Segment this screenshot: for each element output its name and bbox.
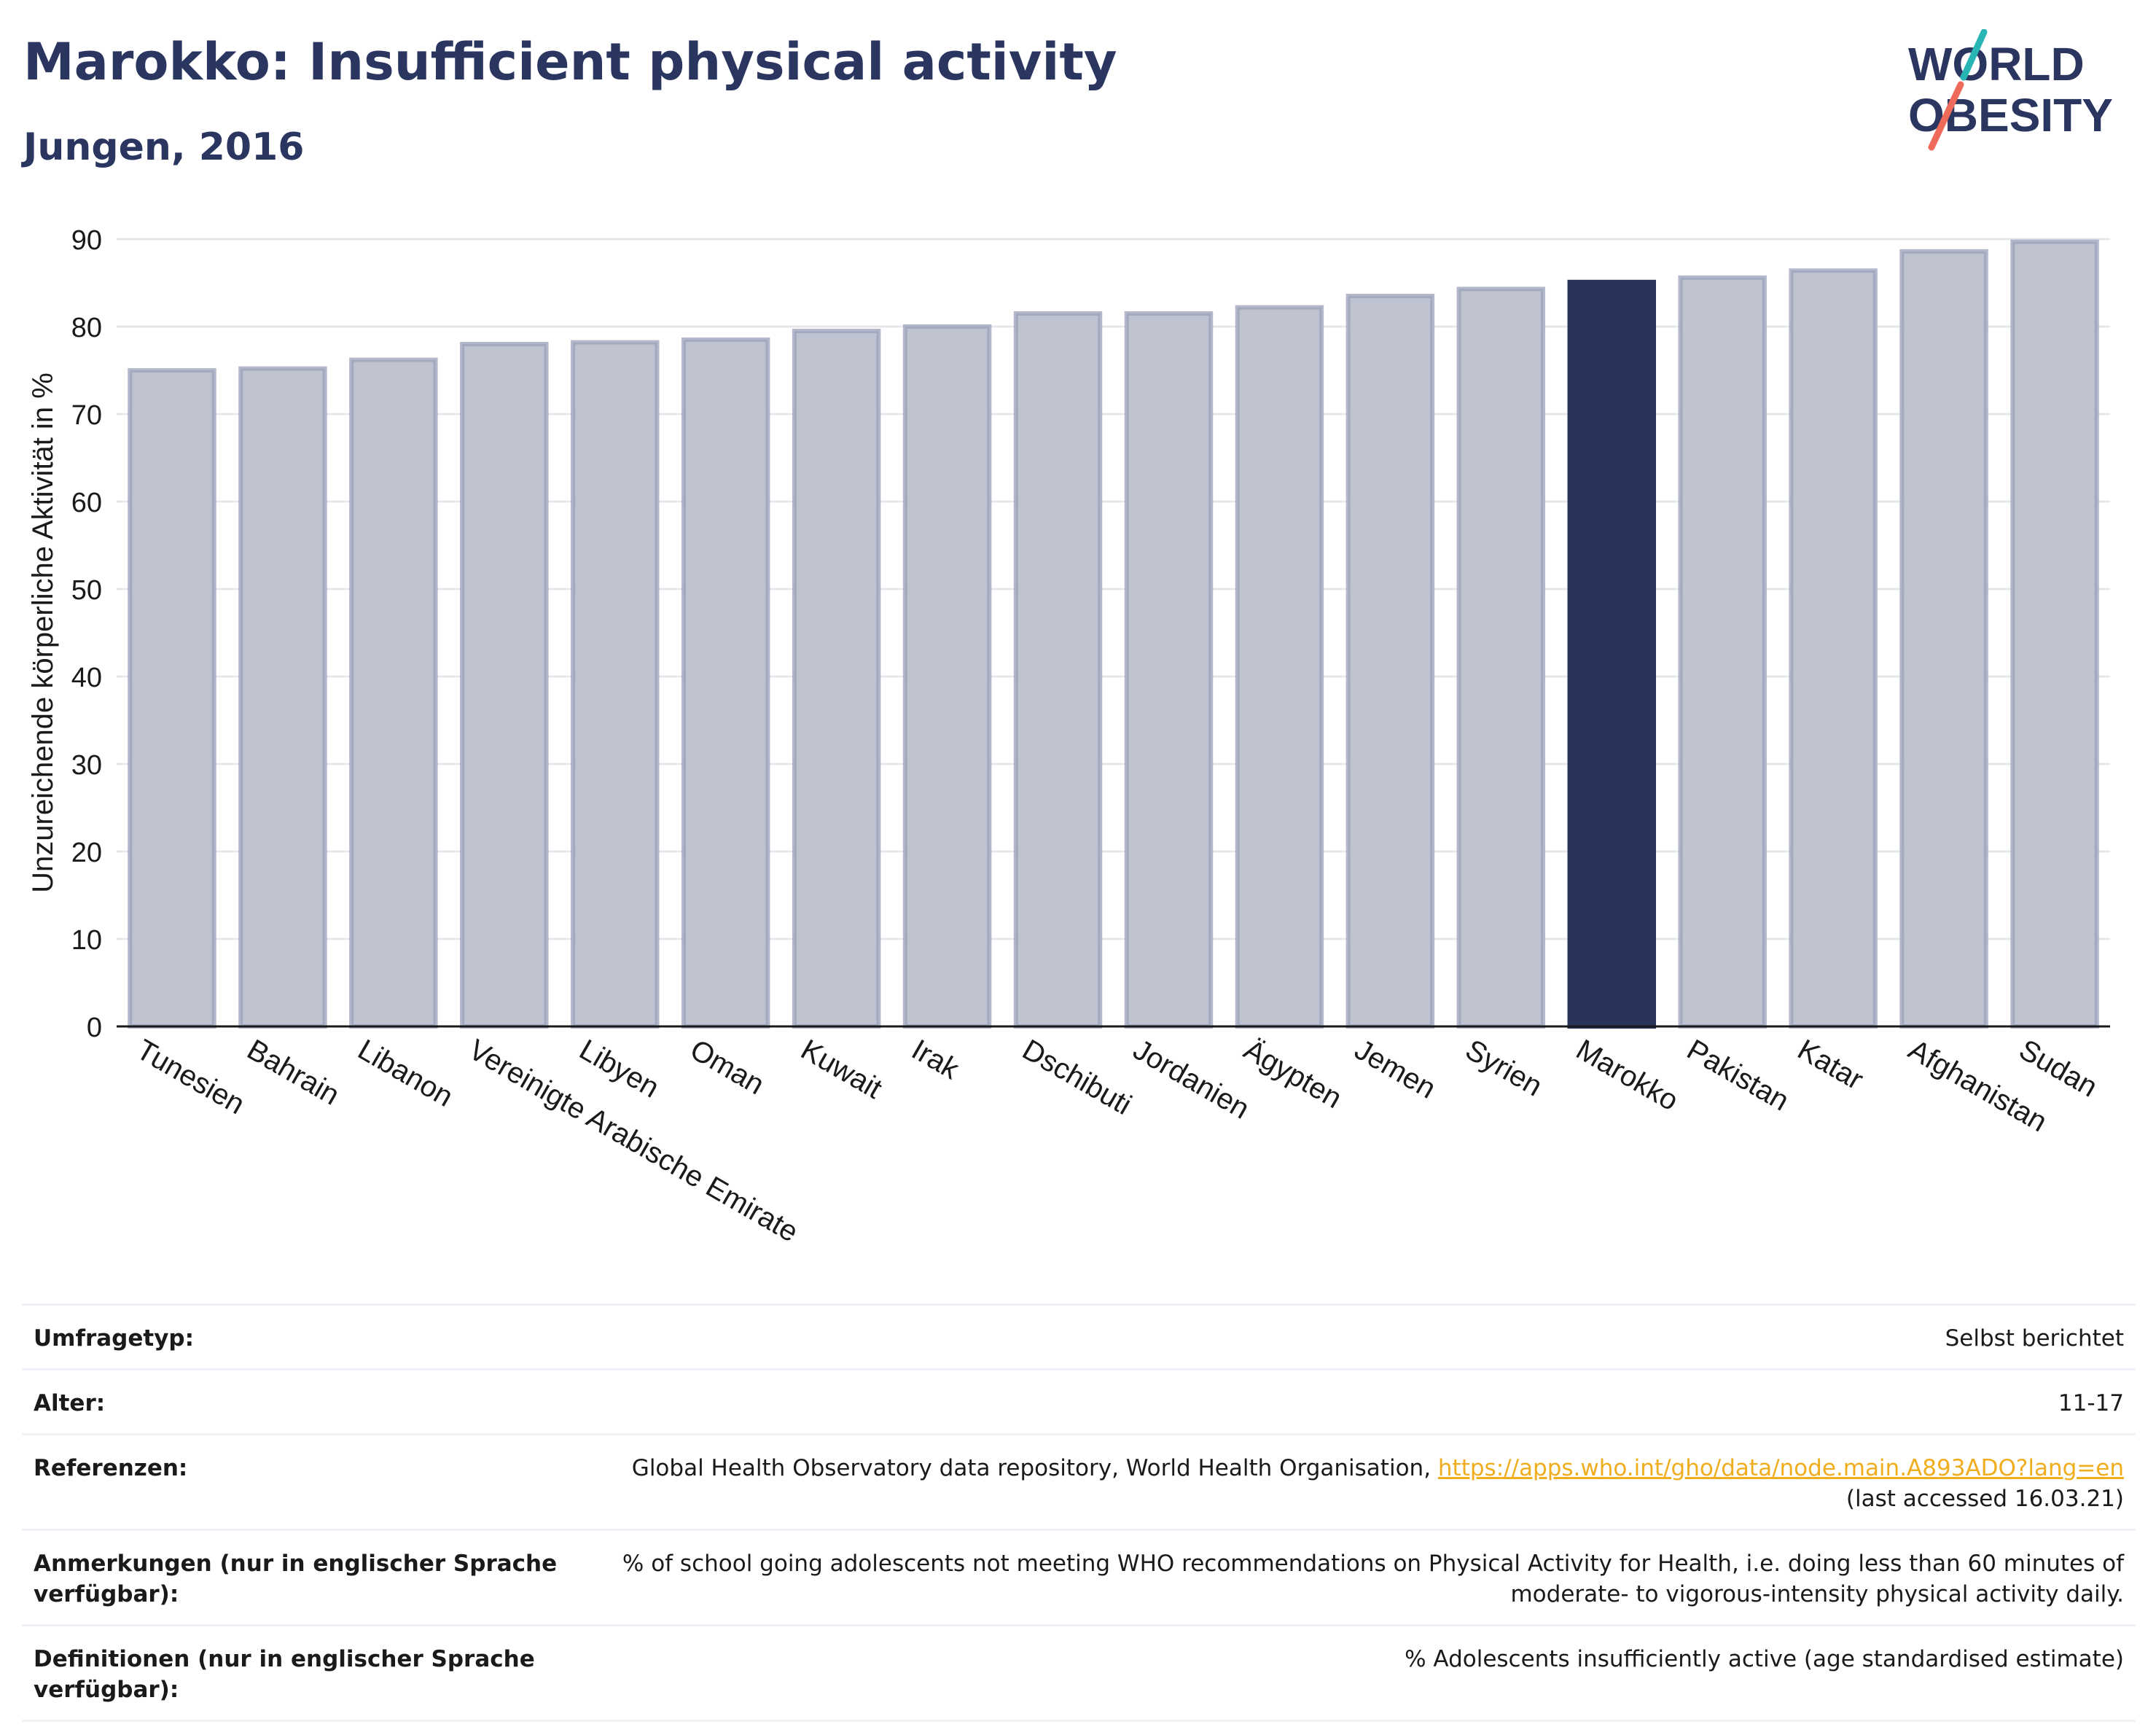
references-label: Referenzen:: [34, 1455, 188, 1481]
x-tick-label: Marokko: [1571, 1034, 1684, 1118]
x-tick-label: Ägypten: [1238, 1034, 1347, 1115]
x-tick-label: Katar: [1792, 1034, 1869, 1096]
page-subtitle: Jungen, 2016: [23, 125, 305, 169]
y-axis-label: Unzureichende körperliche Aktivität in %: [27, 373, 59, 893]
bar-jemen[interactable]: [1345, 294, 1435, 1029]
bar-ägypten[interactable]: [1235, 305, 1324, 1029]
references-link[interactable]: https://apps.who.int/gho/data/node.main.…: [1437, 1455, 2124, 1481]
age-value: 11-17: [2058, 1390, 2124, 1416]
y-tick-label: 10: [71, 925, 102, 956]
x-tick-label: Bahrain: [242, 1034, 345, 1112]
x-tick-label: Sudan: [2014, 1034, 2103, 1104]
definitions-label: Definitionen (nur in englischer Sprache …: [34, 1646, 535, 1703]
bar-jordanien[interactable]: [1124, 311, 1214, 1029]
survey-type-value: Selbst berichtet: [1945, 1325, 2124, 1352]
references-accessed: (last accessed 16.03.21): [1846, 1486, 2124, 1512]
bar-bahrain[interactable]: [238, 366, 327, 1029]
x-tick-label: Libyen: [574, 1034, 665, 1104]
references-text: Global Health Observatory data repositor…: [631, 1455, 1438, 1481]
bar-irak[interactable]: [902, 324, 992, 1029]
definitions-value: % Adolescents insufficiently active (age…: [1405, 1646, 2124, 1672]
y-tick-label: 50: [71, 575, 102, 606]
x-tick-label: Jordanien: [1128, 1034, 1254, 1126]
info-row-definitions: Definitionen (nur in englischer Sprache …: [22, 1624, 2136, 1722]
y-tick-label: 80: [71, 313, 102, 343]
info-row-survey: Umfragetyp: Selbst berichtet: [22, 1303, 2136, 1368]
page-title: Marokko: Insufficient physical activity: [23, 32, 1117, 92]
bar-pakistan[interactable]: [1678, 275, 1767, 1029]
bar-marokko[interactable]: [1567, 279, 1656, 1029]
bar-syrien[interactable]: [1456, 286, 1546, 1029]
x-tick-label: Syrien: [1460, 1034, 1547, 1103]
notes-label: Anmerkungen (nur in englischer Sprache v…: [34, 1551, 558, 1607]
x-tick-label: Pakistan: [1682, 1034, 1794, 1118]
y-tick-label: 60: [71, 488, 102, 518]
x-tick-label: Jemen: [1349, 1034, 1441, 1105]
bar-oman[interactable]: [681, 338, 770, 1029]
age-label: Alter:: [34, 1390, 106, 1416]
logo-text-obesity: OBESITY: [1908, 89, 2113, 141]
y-tick-label: 30: [71, 750, 102, 781]
survey-type-label: Umfragetyp:: [34, 1325, 194, 1352]
x-tick-label: Dschibuti: [1017, 1034, 1136, 1121]
bar-vereinigte-arabische-emirate[interactable]: [460, 342, 549, 1029]
y-tick-label: 70: [71, 400, 102, 431]
x-tick-label: Libanon: [353, 1034, 458, 1113]
world-obesity-logo: WORLD OBESITY: [1908, 29, 2113, 151]
bar-afghanistan[interactable]: [1899, 249, 1988, 1029]
x-tick-label: Oman: [684, 1034, 769, 1102]
x-tick-label: Tunesien: [131, 1034, 250, 1121]
notes-value: % of school going adolescents not meetin…: [622, 1551, 2124, 1607]
bar-kuwait[interactable]: [792, 329, 881, 1029]
info-row-notes: Anmerkungen (nur in englischer Sprache v…: [22, 1529, 2136, 1624]
info-row-age: Alter: 11-17: [22, 1368, 2136, 1433]
bar-libyen[interactable]: [571, 340, 660, 1029]
references-value: Global Health Observatory data repositor…: [632, 1453, 2124, 1514]
y-tick-label: 20: [71, 838, 102, 868]
x-tick-label: Irak: [906, 1034, 965, 1086]
x-tick-label: Kuwait: [795, 1034, 887, 1105]
logo-slash-coral: [1928, 81, 1964, 151]
bar-tunesien[interactable]: [128, 368, 216, 1029]
y-tick-label: 0: [87, 1013, 102, 1043]
logo-text-world: WORLD: [1908, 38, 2085, 90]
info-table: Umfragetyp: Selbst berichtet Alter: 11-1…: [22, 1303, 2136, 1722]
bar-dschibuti[interactable]: [1013, 311, 1103, 1029]
bar-libanon[interactable]: [349, 357, 438, 1029]
info-row-references: Referenzen: Global Health Observatory da…: [22, 1433, 2136, 1529]
bar-katar[interactable]: [1789, 268, 1878, 1029]
y-tick-label: 40: [71, 663, 102, 693]
logo-slash-teal: [1960, 29, 1988, 81]
y-tick-label: 90: [71, 225, 102, 256]
bar-sudan[interactable]: [2010, 239, 2099, 1029]
